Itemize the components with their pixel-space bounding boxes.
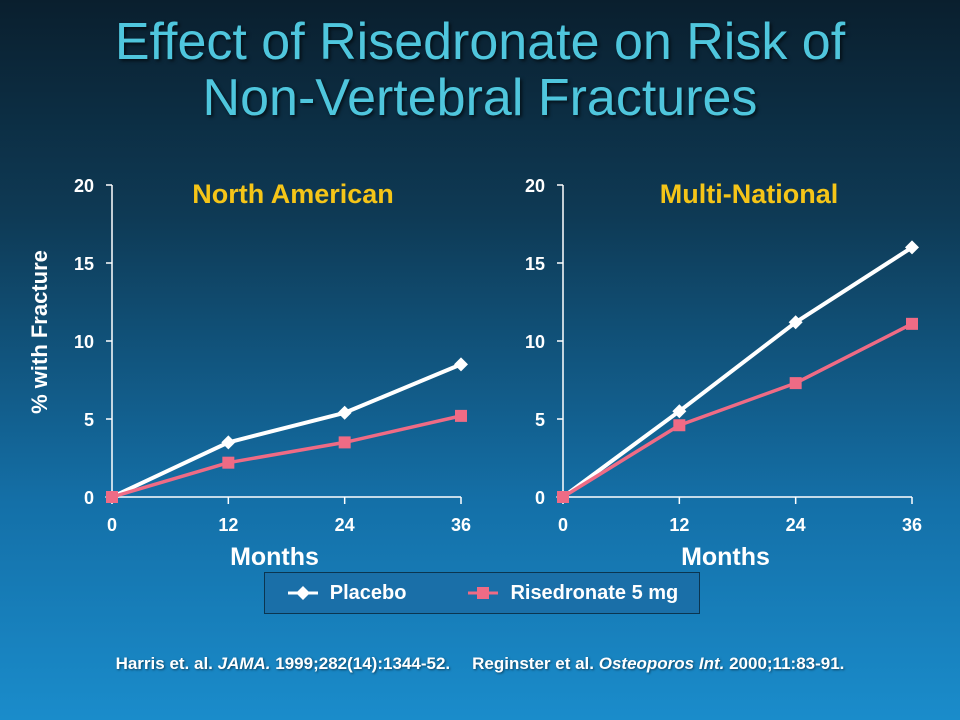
citation: Harris et. al. JAMA. 1999;282(14):1344-5… bbox=[0, 654, 960, 674]
chart1-risedronate-point bbox=[455, 409, 467, 422]
chart1-y-tick-label: 5 bbox=[84, 410, 94, 430]
chart1-x-tick-label: 24 bbox=[335, 515, 355, 535]
chart2-risedronate-point bbox=[557, 491, 569, 503]
chart2-placebo-point bbox=[788, 315, 803, 330]
chart1-placebo-point bbox=[221, 435, 236, 450]
citation-1-details: 1999;282(14):1344-52. bbox=[270, 654, 451, 673]
chart2-x-axis-label: Months bbox=[681, 543, 770, 571]
chart2-x-tick-label: 12 bbox=[669, 515, 689, 535]
chart2-placebo-point bbox=[905, 240, 919, 255]
chart2-placebo-line bbox=[561, 245, 914, 499]
legend-placebo-label: Placebo bbox=[329, 581, 407, 604]
chart2-placebo-point bbox=[672, 404, 687, 419]
chart1-risedronate-point bbox=[338, 436, 351, 449]
chart2-risedronate-point bbox=[673, 419, 686, 432]
citation-2-details: 2000;11:83-91. bbox=[724, 654, 845, 673]
legend-item-risedronate: Risedronate 5 mg bbox=[466, 582, 678, 605]
chart2-x-tick-label: 24 bbox=[786, 515, 806, 535]
y-axis-label: % with Fracture bbox=[27, 250, 52, 414]
square-icon bbox=[468, 587, 499, 599]
chart1-placebo-line bbox=[111, 362, 462, 499]
chart1-title: North American bbox=[192, 179, 394, 209]
chart1-placebo-point bbox=[454, 357, 468, 372]
title-line-2: Non-Vertebral Fractures bbox=[202, 69, 758, 127]
chart2-title: Multi-National bbox=[660, 179, 838, 209]
chart1-y-tick-label: 0 bbox=[84, 488, 94, 508]
chart1-placebo-point bbox=[337, 405, 352, 420]
slide-title: Effect of Risedronate on Risk of Non-Ver… bbox=[0, 14, 960, 126]
citation-2-journal: Osteoporos Int. bbox=[598, 654, 725, 673]
citation-1-authors: Harris et. al. bbox=[115, 654, 218, 673]
chart2-y-tick-label: 5 bbox=[535, 410, 545, 430]
chart1-y-tick-label: 15 bbox=[74, 254, 94, 274]
chart2-risedronate-point bbox=[906, 317, 918, 330]
chart1-x-tick-label: 0 bbox=[107, 515, 117, 535]
legend: Placebo Risedronate 5 mg bbox=[264, 572, 700, 614]
chart2-risedronate-point bbox=[789, 377, 802, 390]
chart1-risedronate-line bbox=[111, 414, 462, 499]
chart1-risedronate-point bbox=[106, 491, 118, 503]
chart1-x-tick-label: 36 bbox=[451, 515, 471, 535]
chart2-x-tick-label: 0 bbox=[558, 515, 568, 535]
title-line-1: Effect of Risedronate on Risk of bbox=[114, 13, 846, 71]
chart1-y-tick-label: 10 bbox=[74, 332, 94, 352]
diamond-icon bbox=[287, 586, 318, 600]
chart1-x-axis-label: Months bbox=[230, 543, 319, 571]
chart1-x-tick-label: 12 bbox=[218, 515, 238, 535]
chart2-x-tick-label: 36 bbox=[902, 515, 922, 535]
chart2-risedronate-line bbox=[562, 322, 913, 499]
legend-item-placebo: Placebo bbox=[286, 581, 407, 605]
citation-2-authors: Reginster et al. bbox=[472, 654, 599, 673]
legend-risedronate-label: Risedronate 5 mg bbox=[510, 581, 679, 604]
chart2-y-tick-label: 20 bbox=[525, 176, 545, 196]
chart2-y-tick-label: 15 bbox=[525, 254, 545, 274]
chart1-risedronate-point bbox=[222, 456, 235, 469]
chart2-y-tick-label: 0 bbox=[535, 488, 545, 508]
chart2-y-tick-label: 10 bbox=[525, 332, 545, 352]
citation-1-journal: JAMA. bbox=[217, 654, 271, 673]
chart1-y-tick-label: 20 bbox=[74, 176, 94, 196]
